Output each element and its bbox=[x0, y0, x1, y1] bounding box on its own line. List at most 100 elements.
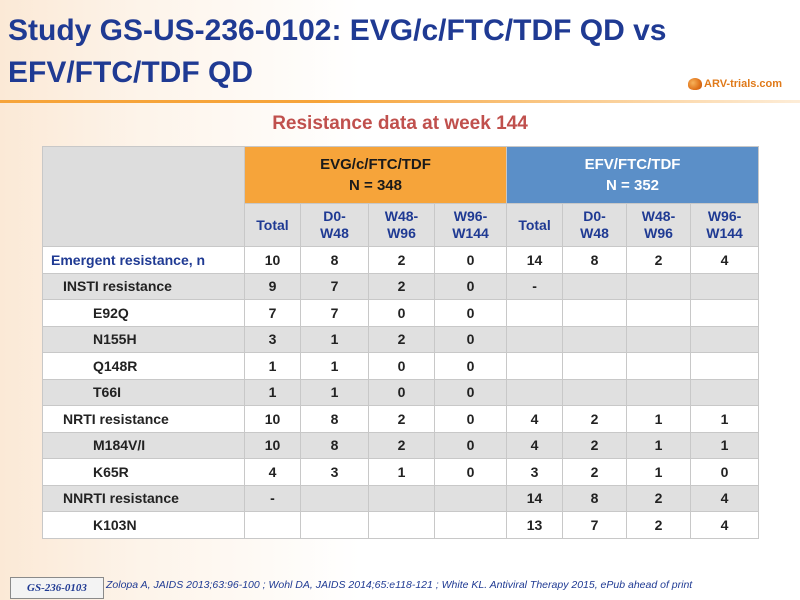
table-cell bbox=[506, 299, 564, 327]
table-cell: 0 bbox=[433, 325, 508, 353]
table-cell bbox=[626, 272, 692, 300]
table-cell: 3 bbox=[244, 325, 301, 353]
period-header-row: Total D0- W48 W48- W96 W96- W144 Total D0- W4… bbox=[43, 203, 760, 247]
table-cell bbox=[690, 325, 760, 353]
row-label: NRTI resistance bbox=[42, 405, 245, 433]
table-cell bbox=[562, 272, 628, 300]
table-cell: 2 bbox=[368, 431, 435, 459]
slide-title-line-1: Study GS-US-236-0102: EVG/c/FTC/TDF QD v… bbox=[8, 14, 667, 47]
table-cell: 10 bbox=[244, 431, 301, 459]
table-cell: 2 bbox=[562, 405, 628, 433]
table-cell: 0 bbox=[433, 299, 508, 327]
table-cell bbox=[626, 352, 692, 380]
table-cell: 0 bbox=[433, 246, 508, 274]
resistance-table: EVG/c/FTC/TDF N = 348 EFV/FTC/TDF N = 35… bbox=[42, 146, 760, 539]
table-cell: 1 bbox=[626, 431, 692, 459]
table-cell: 4 bbox=[690, 484, 760, 512]
table-cell: 1 bbox=[300, 325, 369, 353]
table-cell: 3 bbox=[506, 458, 564, 486]
table-cell: 1 bbox=[300, 352, 369, 380]
period-header: Total bbox=[244, 203, 301, 247]
table-cell: 8 bbox=[300, 431, 369, 459]
table-cell: 0 bbox=[690, 458, 760, 486]
slide-title-line-2: EFV/FTC/TDF QD bbox=[8, 56, 253, 89]
table-cell bbox=[300, 511, 369, 539]
period-header: W48- W96 bbox=[626, 203, 692, 247]
table-row: T66I 1 1 0 0 bbox=[42, 378, 760, 406]
table-cell: 1 bbox=[626, 458, 692, 486]
period-header: W48- W96 bbox=[368, 203, 435, 247]
table-cell bbox=[368, 511, 435, 539]
slide-title: Study GS-US-236-0102: EVG/c/FTC/TDF QD v… bbox=[8, 10, 708, 94]
row-label: N155H bbox=[42, 325, 245, 353]
group-n: N = 352 bbox=[606, 177, 660, 194]
table-cell bbox=[244, 511, 301, 539]
table-cell: 8 bbox=[300, 405, 369, 433]
table-cell: 0 bbox=[433, 405, 508, 433]
table-cell: 2 bbox=[626, 246, 692, 274]
table-cell: 0 bbox=[433, 431, 508, 459]
table-cell bbox=[690, 378, 760, 406]
table-cell bbox=[626, 325, 692, 353]
table-cell: - bbox=[506, 272, 564, 300]
table-cell bbox=[506, 325, 564, 353]
table-cell: 7 bbox=[300, 272, 369, 300]
table-cell: 4 bbox=[506, 405, 564, 433]
table-cell: 1 bbox=[626, 405, 692, 433]
period-header: W96- W144 bbox=[433, 203, 508, 247]
table-cell bbox=[626, 378, 692, 406]
table-cell: 9 bbox=[244, 272, 301, 300]
table-subtitle: Resistance data at week 144 bbox=[272, 113, 528, 134]
table-cell: 2 bbox=[626, 511, 692, 539]
table-cell bbox=[690, 272, 760, 300]
row-label: INSTI resistance bbox=[42, 272, 245, 300]
logo-text: ARV-trials.com bbox=[704, 78, 783, 90]
table-cell: 14 bbox=[506, 484, 564, 512]
table-cell: 2 bbox=[626, 484, 692, 512]
table-cell: 10 bbox=[244, 246, 301, 274]
table-cell bbox=[562, 352, 628, 380]
table-cell: 1 bbox=[244, 352, 301, 380]
resistance-table-body: Emergent resistance, n 10 8 2 0 14 8 2 4 INSTI re… bbox=[42, 246, 760, 539]
row-label: E92Q bbox=[42, 299, 245, 327]
table-cell: 4 bbox=[690, 511, 760, 539]
group-name: EVG/c/FTC/TDF bbox=[320, 156, 431, 173]
table-cell: 2 bbox=[562, 458, 628, 486]
table-row: K103N 13 7 2 4 bbox=[42, 511, 760, 539]
table-cell: 2 bbox=[368, 272, 435, 300]
table-row: Emergent resistance, n 10 8 2 0 14 8 2 4 bbox=[42, 246, 760, 274]
table-cell: 0 bbox=[368, 299, 435, 327]
table-cell bbox=[690, 352, 760, 380]
table-cell: 4 bbox=[506, 431, 564, 459]
title-divider bbox=[0, 100, 800, 103]
table-cell: 8 bbox=[562, 246, 628, 274]
table-cell bbox=[626, 299, 692, 327]
table-cell: 0 bbox=[433, 352, 508, 380]
table-row: K65R 4 3 1 0 3 2 1 0 bbox=[42, 458, 760, 486]
row-label: Q148R bbox=[42, 352, 245, 380]
table-cell: 7 bbox=[244, 299, 301, 327]
table-cell: 1 bbox=[690, 431, 760, 459]
row-label: Emergent resistance, n bbox=[42, 246, 245, 274]
table-cell: 10 bbox=[244, 405, 301, 433]
table-cell: 0 bbox=[433, 272, 508, 300]
header-blank-cell bbox=[42, 146, 245, 247]
row-label: K103N bbox=[42, 511, 245, 539]
table-cell: 0 bbox=[368, 378, 435, 406]
table-row: NNRTI resistance - 14 8 2 4 bbox=[42, 484, 760, 512]
period-header: D0- W48 bbox=[300, 203, 369, 247]
table-cell bbox=[433, 511, 508, 539]
table-cell bbox=[506, 352, 564, 380]
table-cell: - bbox=[244, 484, 301, 512]
table-cell bbox=[368, 484, 435, 512]
table-cell: 3 bbox=[300, 458, 369, 486]
table-row: Q148R 1 1 0 0 bbox=[42, 352, 760, 380]
period-header: Total bbox=[506, 203, 564, 247]
table-cell bbox=[300, 484, 369, 512]
table-cell bbox=[562, 299, 628, 327]
group-n: N = 348 bbox=[349, 177, 402, 194]
table-cell: 4 bbox=[690, 246, 760, 274]
table-cell: 2 bbox=[562, 431, 628, 459]
table-cell: 1 bbox=[368, 458, 435, 486]
table-cell: 8 bbox=[562, 484, 628, 512]
